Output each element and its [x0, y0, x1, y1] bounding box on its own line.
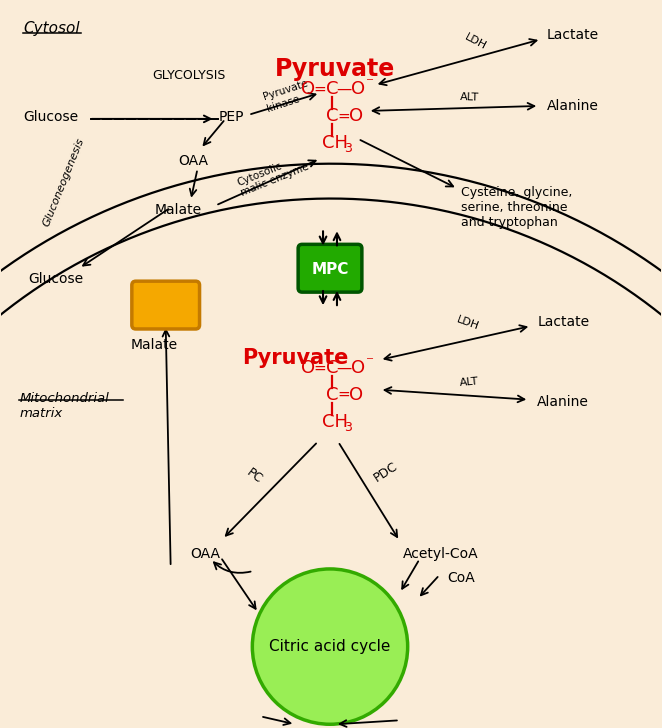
Text: 3: 3 — [344, 142, 352, 155]
Text: Glucose: Glucose — [23, 110, 78, 124]
FancyBboxPatch shape — [132, 281, 199, 329]
Text: GLYCOLYSIS: GLYCOLYSIS — [152, 69, 225, 82]
Text: Pyruvate: Pyruvate — [242, 348, 349, 368]
Text: Malate: Malate — [155, 202, 202, 216]
Text: C: C — [326, 80, 338, 98]
Text: C: C — [326, 107, 338, 125]
Text: CoA: CoA — [448, 571, 475, 585]
Text: PC: PC — [244, 466, 265, 486]
FancyBboxPatch shape — [298, 245, 362, 292]
Text: OAA: OAA — [191, 547, 220, 561]
Text: =: = — [338, 387, 350, 402]
Text: LDH: LDH — [463, 31, 488, 51]
Text: =: = — [314, 360, 326, 376]
Text: C: C — [326, 386, 338, 404]
Text: 3: 3 — [344, 421, 352, 434]
Text: CH: CH — [322, 413, 348, 430]
Text: CH: CH — [322, 134, 348, 151]
Text: C: C — [326, 359, 338, 377]
Text: PEP: PEP — [218, 110, 244, 124]
Text: Gluconeogenesis: Gluconeogenesis — [41, 137, 85, 229]
Text: =: = — [314, 82, 326, 97]
Text: Alanine: Alanine — [547, 99, 599, 113]
Text: MPC: MPC — [311, 262, 349, 277]
Text: ⁻: ⁻ — [366, 355, 374, 369]
Text: Cysteine, glycine,
serine, threonine
and tryptophan: Cysteine, glycine, serine, threonine and… — [461, 186, 573, 229]
Text: Lactate: Lactate — [547, 28, 599, 42]
Circle shape — [252, 569, 408, 724]
Text: Acetyl-CoA: Acetyl-CoA — [402, 547, 479, 561]
Text: Pyruvate
kinase: Pyruvate kinase — [262, 79, 313, 114]
Text: ALT: ALT — [459, 376, 479, 388]
Text: Cytosolic
malic enzyme: Cytosolic malic enzyme — [236, 151, 311, 198]
Text: O: O — [351, 359, 365, 377]
Text: ALT: ALT — [459, 92, 479, 103]
Text: =: = — [338, 108, 350, 123]
Text: O: O — [301, 80, 315, 98]
Text: Citric acid cycle: Citric acid cycle — [269, 639, 391, 654]
Text: Pyruvate: Pyruvate — [275, 58, 395, 81]
Text: ⁻: ⁻ — [366, 76, 374, 90]
Text: PDC: PDC — [371, 459, 400, 484]
Text: O: O — [351, 80, 365, 98]
Text: Cytosol: Cytosol — [23, 21, 80, 36]
Text: O: O — [349, 386, 363, 404]
Text: Mitochondrial
matrix: Mitochondrial matrix — [19, 392, 109, 420]
Text: Alanine: Alanine — [537, 395, 589, 408]
Text: —: — — [336, 82, 352, 97]
Text: Lactate: Lactate — [537, 315, 589, 329]
Text: Malate: Malate — [130, 338, 177, 352]
Text: Glucose: Glucose — [28, 272, 83, 286]
Text: LDH: LDH — [455, 314, 480, 332]
Text: O: O — [301, 359, 315, 377]
Text: OAA: OAA — [179, 154, 209, 167]
Text: O: O — [349, 107, 363, 125]
Text: —: — — [336, 360, 352, 376]
